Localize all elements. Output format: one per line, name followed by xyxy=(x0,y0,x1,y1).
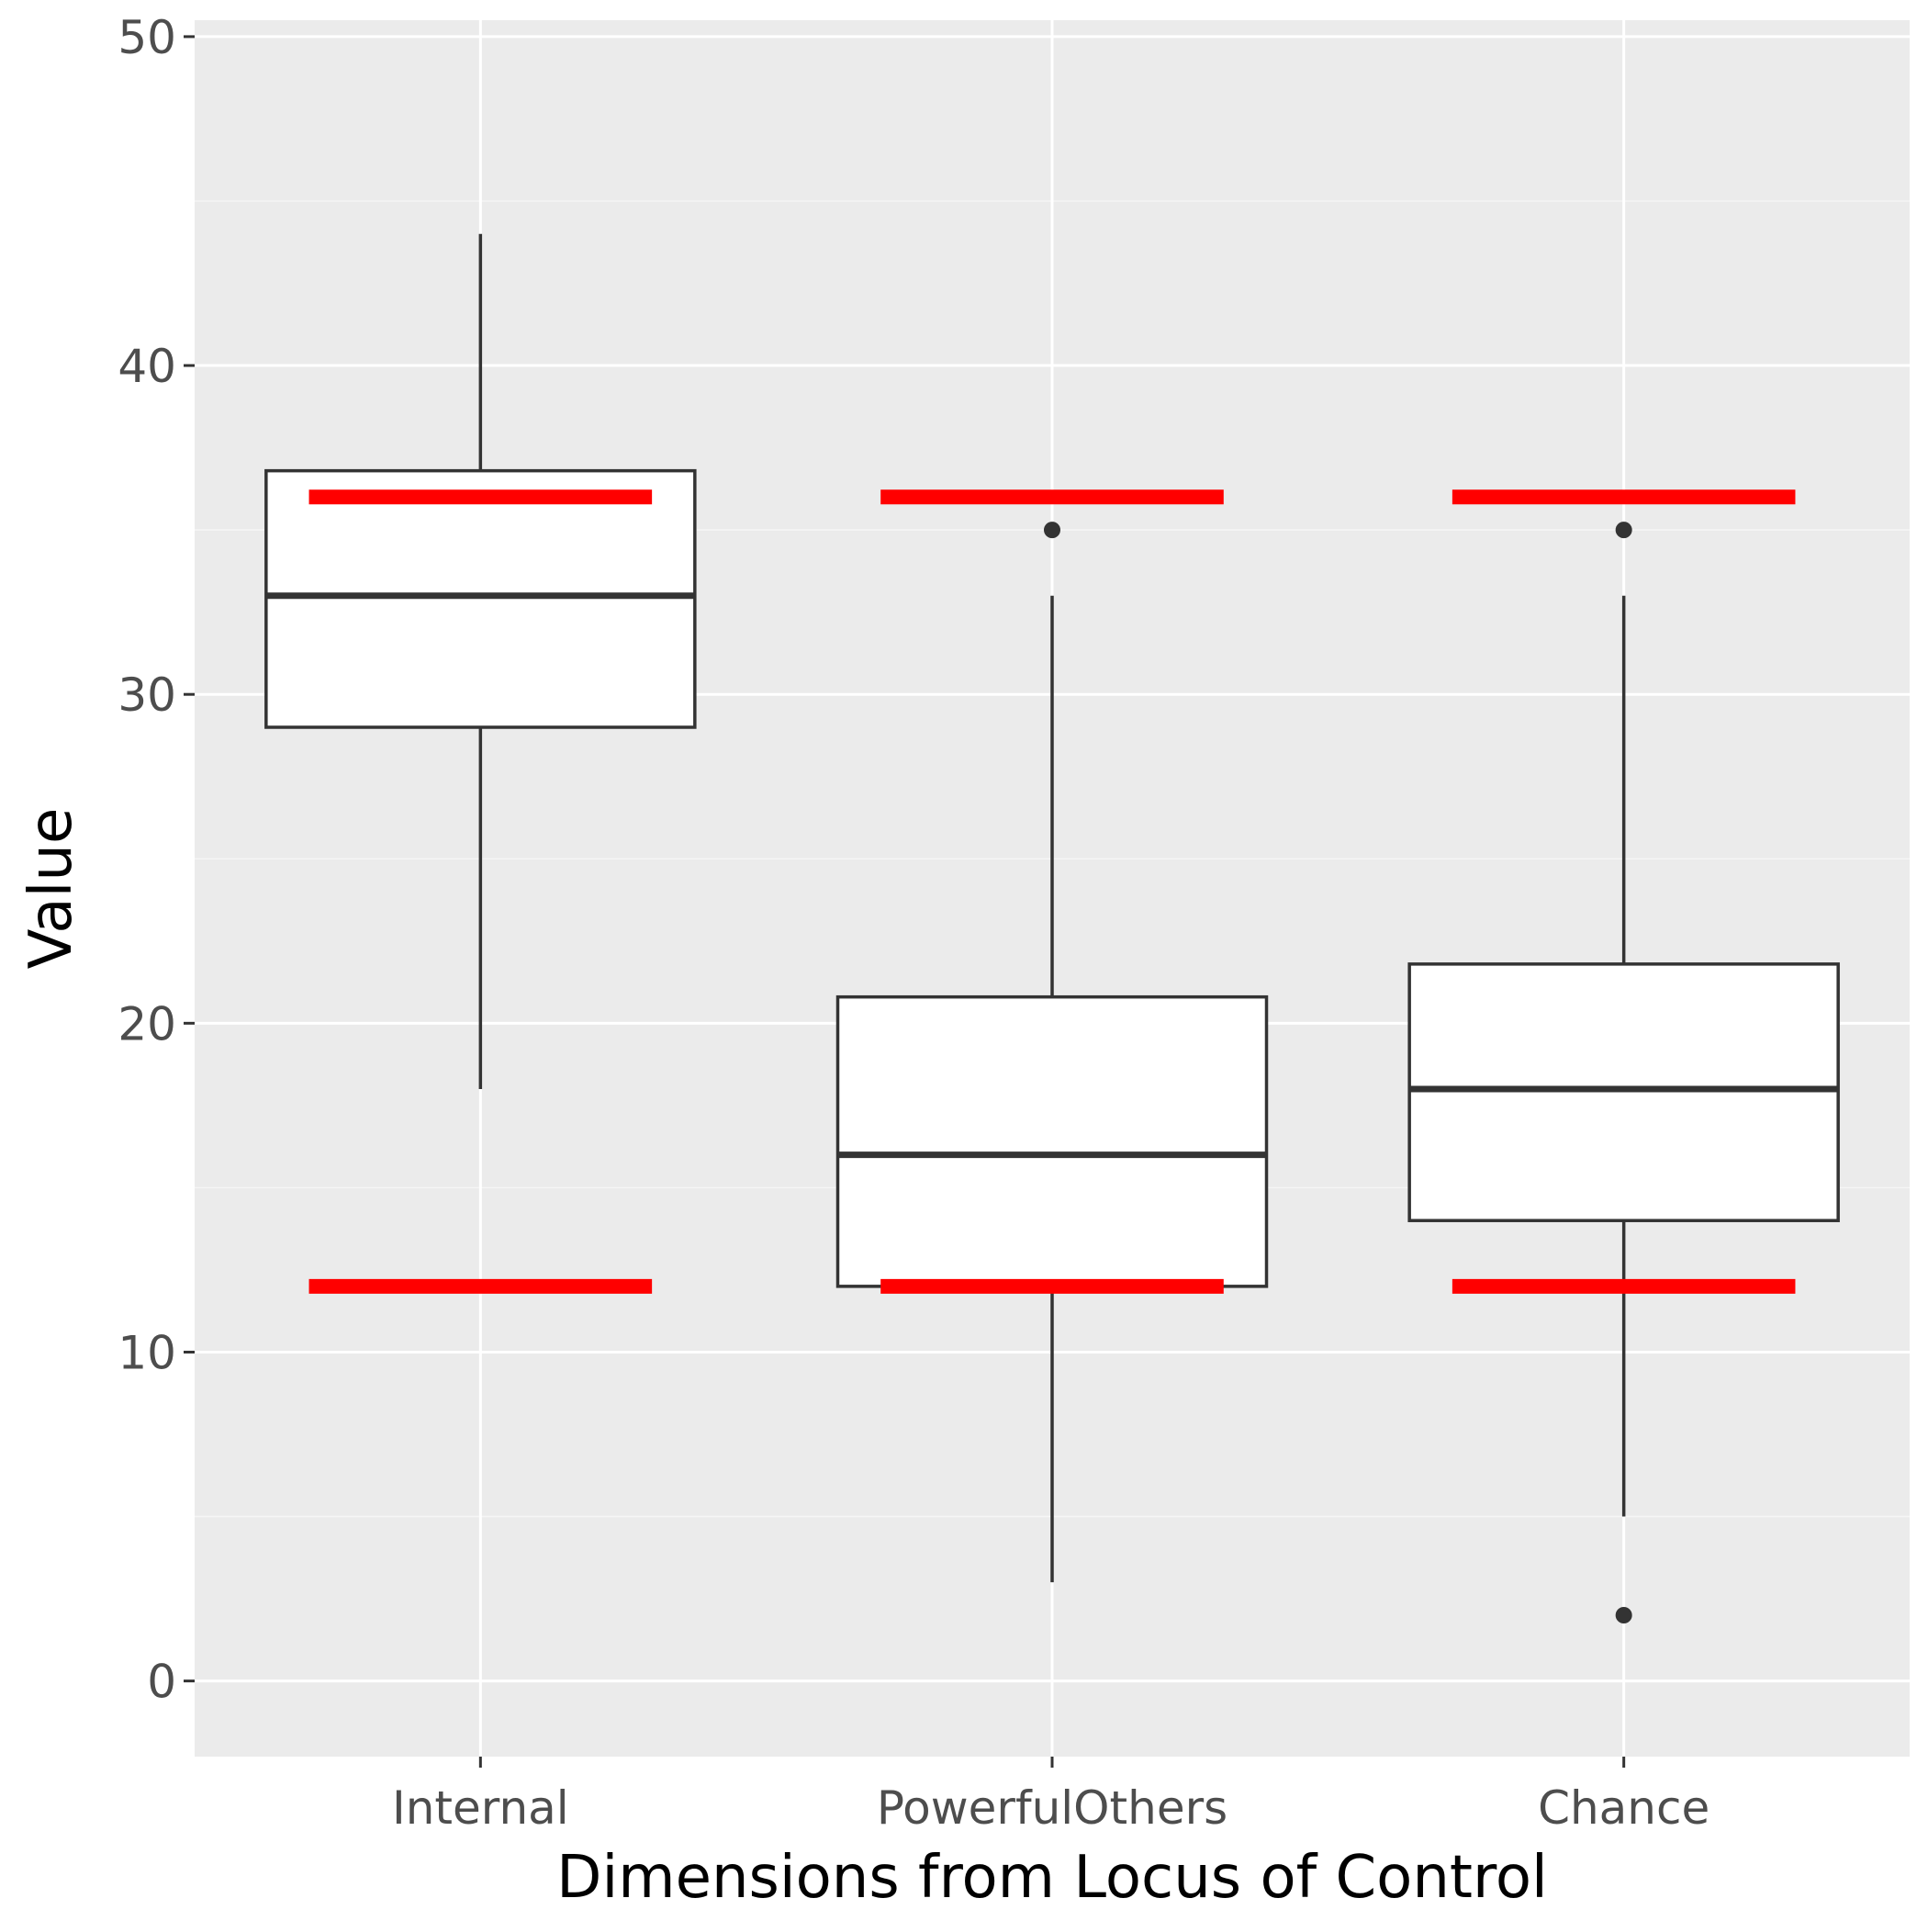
box-group-powerfulothers xyxy=(835,522,1269,1583)
x-tick-label: Internal xyxy=(392,1781,569,1835)
box-body xyxy=(264,468,697,729)
box-group-internal xyxy=(264,233,697,1089)
x-axis-title: Dimensions from Locus of Control xyxy=(556,1844,1548,1912)
box-body xyxy=(835,994,1269,1288)
box-body xyxy=(1407,962,1840,1222)
box-group-chance xyxy=(1407,522,1840,1623)
y-tick-label: 10 xyxy=(118,1326,176,1379)
x-tick-label: PowerfulOthers xyxy=(877,1781,1227,1835)
y-tick-label: 0 xyxy=(147,1656,176,1709)
y-tick-label: 50 xyxy=(118,11,176,64)
reference-lines xyxy=(308,489,1796,1294)
outlier-point xyxy=(1615,522,1632,539)
y-tick-label: 20 xyxy=(118,997,176,1050)
y-axis-title: Value xyxy=(17,808,85,970)
outlier-point xyxy=(1615,1606,1632,1623)
outlier-point xyxy=(1044,522,1060,539)
x-tick-label: Chance xyxy=(1538,1781,1709,1835)
axes: 0 10 20 30 40 50 Internal PowerfulOthers Chance xyxy=(118,11,1709,1835)
y-tick-label: 40 xyxy=(118,340,176,393)
box-marks xyxy=(264,233,1840,1623)
y-tick-label: 30 xyxy=(118,668,176,722)
